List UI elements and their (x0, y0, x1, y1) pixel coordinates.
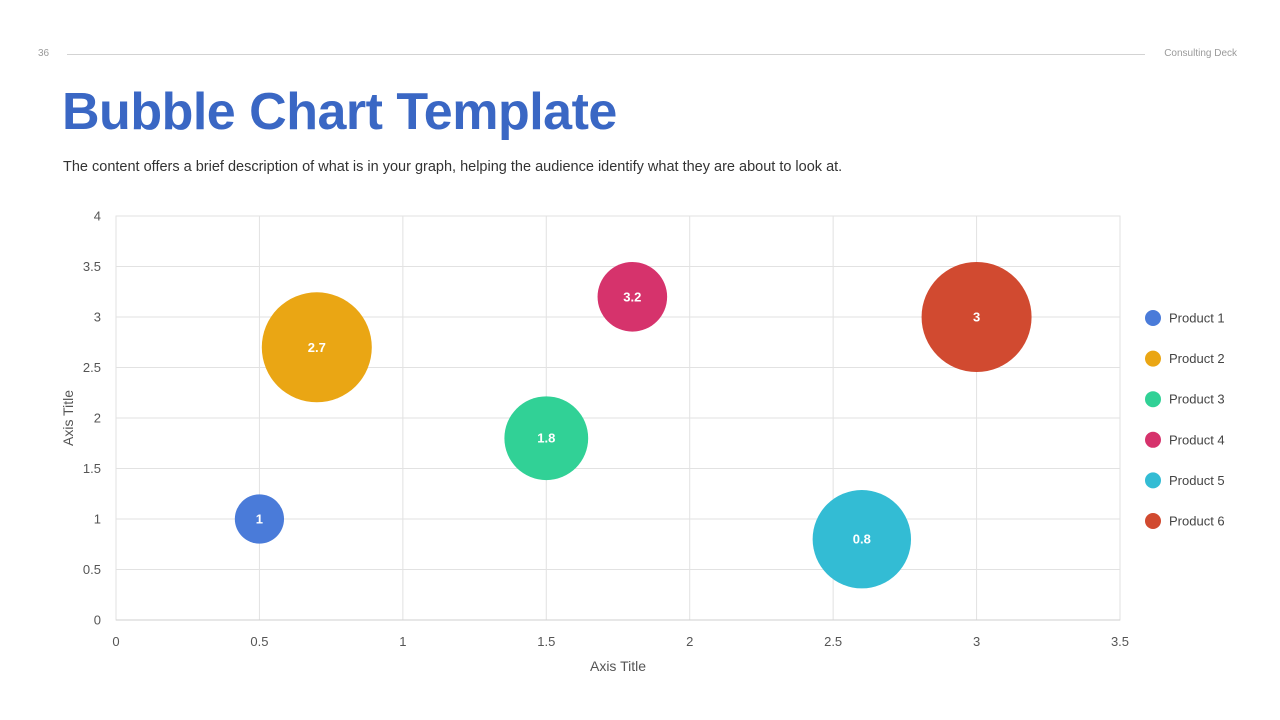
legend-label-product-5: Product 5 (1169, 473, 1225, 488)
header-divider (67, 54, 1145, 55)
x-tick-label: 2 (686, 634, 693, 649)
slide-subtitle: The content offers a brief description o… (63, 159, 843, 175)
bubble-product-4 (597, 262, 668, 332)
page-number: 36 (38, 48, 50, 59)
x-tick-label: 1 (399, 634, 406, 649)
legend-marker-product-4 (1145, 431, 1161, 448)
bubble-label-product-5: 0.8 (853, 532, 871, 547)
chart-ticks: 0 0.5 1 1.5 2 2.5 3 3.5 0 0.5 1 1.5 2 2.5 3 3.5 4 (83, 209, 1129, 650)
legend-label-product-6: Product 6 (1169, 514, 1225, 529)
legend-marker-product-6 (1145, 513, 1161, 529)
bubble-product-1 (234, 494, 285, 544)
y-tick-label: 2 (94, 411, 101, 426)
x-axis-title: Axis Title (590, 658, 646, 674)
legend-marker-product-2 (1145, 350, 1161, 367)
bubble-label-product-6: 3 (973, 310, 980, 325)
deck-name: Consulting Deck (1164, 48, 1237, 59)
x-tick-label: 0 (112, 634, 119, 649)
x-tick-label: 3.5 (1111, 634, 1129, 649)
bubble-product-6 (921, 262, 1032, 372)
x-tick-label: 3 (973, 634, 980, 649)
x-tick-label: 0.5 (250, 634, 268, 649)
y-tick-label: 3.5 (83, 259, 101, 274)
legend-marker-product-1 (1145, 310, 1161, 326)
chart-legend: Product 1 Product 2 Product 3 Product 4 Prod… (1145, 310, 1225, 529)
x-tick-label: 2.5 (824, 634, 842, 649)
bubble-product-3 (504, 396, 589, 481)
bubble-label-product-2: 2.7 (308, 340, 326, 355)
legend-marker-product-5 (1145, 472, 1161, 489)
y-tick-label: 1 (94, 512, 101, 527)
y-tick-label: 2.5 (83, 360, 101, 375)
slide-title: Bubble Chart Template (62, 83, 617, 141)
bubble-label-product-3: 1.8 (537, 431, 555, 446)
y-tick-label: 4 (94, 209, 101, 224)
x-tick-label: 1.5 (537, 634, 555, 649)
legend-label-product-3: Product 3 (1169, 392, 1225, 407)
y-tick-label: 3 (94, 310, 101, 325)
y-tick-label: 1.5 (83, 461, 101, 476)
legend-label-product-4: Product 4 (1169, 432, 1225, 447)
legend-label-product-2: Product 2 (1169, 351, 1225, 366)
bubble-product-5 (812, 490, 912, 589)
chart-bubbles: 1 2.7 1.8 3.2 0.8 3 (234, 262, 1032, 589)
legend-label-product-1: Product 1 (1169, 311, 1225, 326)
y-tick-label: 0 (94, 613, 101, 628)
bubble-label-product-1: 1 (256, 512, 263, 527)
y-axis-title: Axis Title (60, 390, 76, 446)
bubble-product-2 (261, 292, 372, 403)
bubble-label-product-4: 3.2 (623, 289, 641, 304)
legend-marker-product-3 (1145, 391, 1161, 408)
y-tick-label: 0.5 (83, 562, 101, 577)
